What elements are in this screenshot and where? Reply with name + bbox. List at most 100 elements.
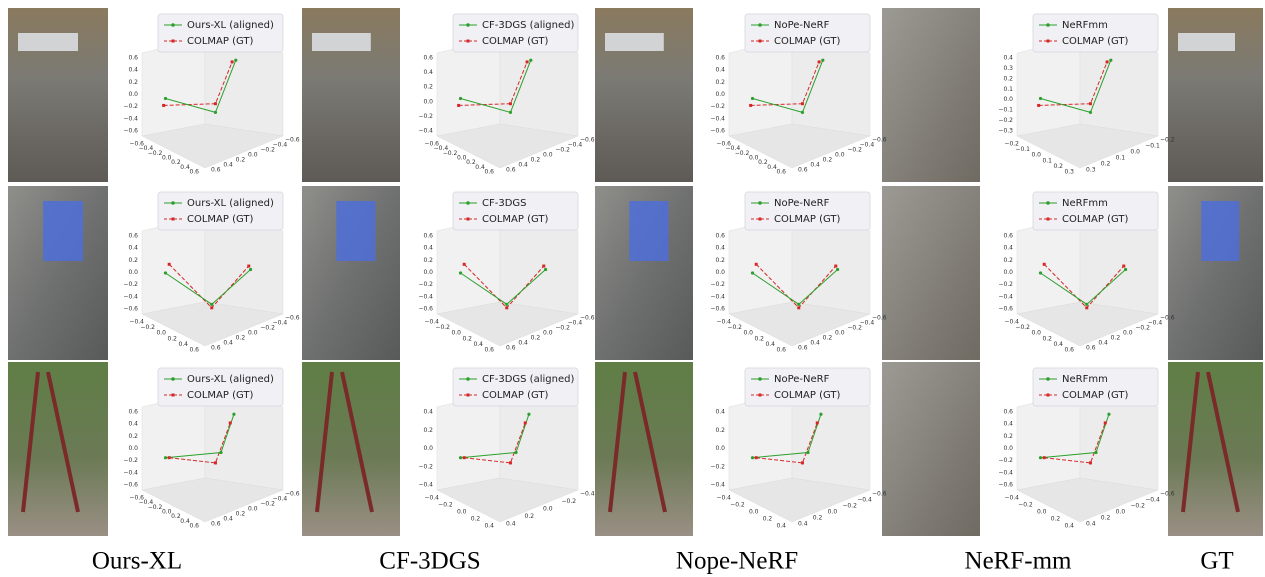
- y-tick-label: −0.4: [860, 320, 875, 327]
- y-tick-label: −0.4: [1145, 497, 1160, 504]
- z-tick-label: −0.6: [123, 482, 138, 489]
- est-point: [458, 456, 463, 460]
- x-tick-label: −0.4: [716, 495, 731, 502]
- x-tick-label: 0.4: [180, 518, 190, 525]
- z-tick-label: 0.2: [715, 427, 725, 434]
- pane: [436, 215, 501, 315]
- y-tick-label: 0.2: [823, 335, 833, 342]
- est-point: [819, 412, 823, 416]
- est-point: [234, 58, 238, 62]
- y-tick-label: 0.4: [810, 162, 820, 169]
- z-tick-label: −0.2: [710, 281, 725, 288]
- x-tick-label: −0.2: [1004, 141, 1019, 148]
- gt-trajectory: [756, 422, 818, 464]
- gt-point: [800, 102, 804, 106]
- y-tick-label: 0.6: [211, 521, 221, 528]
- y-tick-label: 0.0: [828, 509, 838, 516]
- photo-detail: [633, 371, 667, 513]
- pane: [204, 391, 284, 491]
- photo-detail: [312, 33, 371, 51]
- z-tick-label: 0.4: [1003, 245, 1013, 252]
- legend-label: NoPe-NeRF: [774, 20, 830, 31]
- x-tick-label: −0.4: [716, 319, 731, 326]
- trajectory-plot: 0.60.40.20.0−0.2−0.4−0.6−0.6−0.4−0.20.00…: [710, 13, 887, 176]
- gt-point: [525, 60, 529, 64]
- gt-point: [523, 421, 527, 425]
- est-point: [249, 267, 253, 272]
- y-tick-label: −0.4: [568, 320, 583, 327]
- z-tick-label: 0.0: [423, 269, 433, 276]
- legend-label: Ours-XL (aligned): [187, 198, 274, 209]
- z-tick-label: 0.2: [715, 79, 725, 86]
- legend-label: COLMAP (GT): [1062, 36, 1129, 47]
- z-tick-label: 0.4: [1003, 421, 1013, 428]
- y-tick-label: 0.2: [236, 157, 246, 164]
- photo-detail: [1181, 371, 1200, 513]
- gt-point: [1085, 306, 1089, 310]
- y-tick-label: −0.4: [568, 142, 583, 149]
- z-tick-label: −0.4: [710, 115, 725, 122]
- z-tick-label: −0.2: [998, 281, 1013, 288]
- z-tick-label: 0.1: [1003, 86, 1013, 93]
- pane: [141, 215, 206, 315]
- x-tick-label: 0.0: [1031, 152, 1041, 159]
- legend-swatch: [1046, 393, 1050, 397]
- legend-box: [744, 13, 871, 53]
- x-tick-label: −0.2: [730, 502, 745, 509]
- legend-label: COLMAP (GT): [187, 214, 254, 225]
- est-point: [1088, 110, 1093, 114]
- z-tick-label: 0.4: [715, 409, 725, 416]
- z-tick-label: 0.4: [1003, 55, 1013, 62]
- y-tick-label: 0.0: [248, 506, 258, 513]
- pane: [204, 37, 284, 137]
- gt-point: [797, 306, 801, 310]
- legend-swatch: [171, 217, 175, 221]
- pane: [436, 37, 501, 137]
- x-tick-label: 0.4: [484, 523, 494, 530]
- y-tick-label: −0.6: [872, 491, 887, 498]
- x-tick-label: −0.4: [1004, 495, 1019, 502]
- z-tick-label: 0.6: [1003, 409, 1013, 416]
- y-tick-label: −0.2: [260, 325, 275, 332]
- x-tick-label: 0.0: [1031, 330, 1041, 337]
- z-tick-label: −0.4: [123, 293, 138, 300]
- legend-swatch: [466, 39, 470, 43]
- x-tick-label: 0.4: [767, 164, 777, 171]
- x-tick-label: 0.6: [189, 169, 199, 176]
- x-tick-label: −0.2: [1018, 502, 1033, 509]
- y-tick-label: −0.1: [1145, 143, 1160, 150]
- y-tick-label: 0.4: [810, 340, 820, 347]
- photo-detail: [18, 33, 78, 51]
- x-tick-label: 0.2: [763, 516, 773, 523]
- column-label: GT: [1200, 548, 1233, 575]
- gt-point: [230, 60, 234, 64]
- z-tick-label: −0.4: [998, 469, 1013, 476]
- trajectory-plot: 0.40.20.0−0.2−0.4−0.4−0.20.00.20.4 0.40.2…: [418, 367, 595, 530]
- z-tick-label: −0.4: [418, 128, 433, 135]
- y-tick-label: 0.6: [211, 167, 221, 174]
- y-tick-label: 0.0: [248, 152, 258, 159]
- trajectory-plot: 0.60.40.20.0−0.2−0.4−0.6−0.4−0.20.00.20.…: [418, 191, 595, 354]
- x-tick-label: 0.2: [758, 159, 768, 166]
- y-tick-label: 0.2: [531, 157, 541, 164]
- x-tick-label: 0.2: [754, 335, 764, 342]
- z-tick-label: −0.6: [123, 128, 138, 135]
- pane: [436, 301, 579, 347]
- z-tick-label: 0.6: [715, 233, 725, 240]
- y-tick-label: −0.2: [260, 501, 275, 508]
- est-point: [219, 450, 223, 455]
- gt-point: [542, 264, 546, 268]
- photo-detail: [605, 33, 664, 51]
- z-tick-label: 0.6: [128, 409, 138, 416]
- pane: [1016, 391, 1081, 491]
- pane: [1016, 123, 1159, 169]
- x-tick-label: −0.2: [1015, 324, 1030, 331]
- legend-swatch: [758, 201, 762, 205]
- photo-detail: [43, 201, 83, 261]
- x-tick-label: 0.0: [743, 330, 753, 337]
- legend-swatch: [758, 393, 762, 397]
- gt-point: [508, 102, 512, 106]
- legend-label: NoPe-NeRF: [774, 374, 830, 385]
- y-tick-label: −0.2: [555, 147, 570, 154]
- z-tick-label: 0.0: [423, 445, 433, 452]
